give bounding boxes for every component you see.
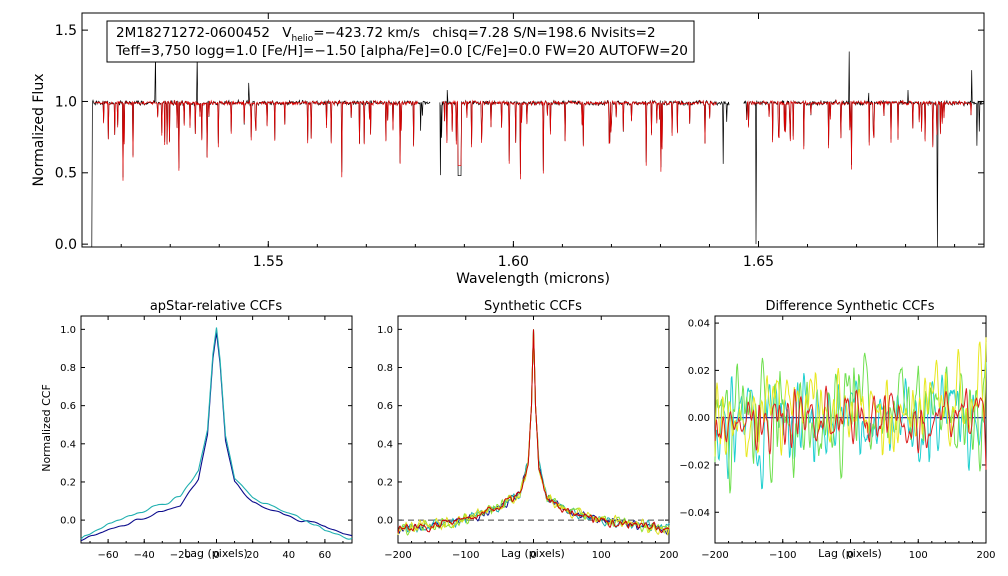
star-id: 2M18271272-0600452 [116, 25, 270, 41]
apstar-ccf-panel: −60 −40 −20 0 20 40 60 0.0 0.2 0.4 0.6 0.8 1.0 apSta… [40, 299, 353, 561]
ccf-line-2 [80, 327, 353, 540]
y-tick-label: 1.0 [60, 325, 76, 336]
x-tick-label: 60 [319, 550, 332, 561]
synthetic-ccf-xlabel: Lag (pixels) [501, 547, 565, 560]
y-tick-label: 1.0 [377, 325, 393, 336]
v-helio-subscript: helio [292, 34, 314, 44]
x-tick-label: 40 [282, 550, 295, 561]
apstar-ccf-title: apStar-relative CCFs [150, 299, 283, 314]
spectrum-plot-frame [81, 12, 985, 248]
y-tick-label: 0.2 [60, 477, 76, 488]
v-helio-label: V [282, 25, 292, 41]
x-tick-label: −100 [769, 550, 796, 561]
x-tick-label: −100 [452, 550, 479, 561]
x-tick-label: 0 [847, 550, 853, 561]
x-tick-label: −40 [134, 550, 155, 561]
y-tick-label: −0.02 [679, 460, 710, 471]
synthetic-ccf-line-5 [397, 329, 670, 534]
y-tick-label: 0.8 [377, 363, 393, 374]
x-tick-label: −60 [98, 550, 119, 561]
x-tick-label: 1.55 [253, 254, 284, 270]
apstar-ccf-xlabel: Lag (pixels) [184, 547, 248, 560]
x-tick-label: 200 [976, 550, 995, 561]
y-tick-label: 0.6 [377, 401, 393, 412]
spectrum-axes-ticks: 1.55 1.60 1.65 0.0 0.5 1.0 1.5 [55, 13, 984, 270]
x-tick-label: 1.65 [743, 254, 774, 270]
y-tick-label: 0.02 [688, 366, 710, 377]
y-tick-label: 0.0 [55, 237, 77, 253]
difference-ccf-series [714, 337, 987, 494]
y-tick-label: 0.4 [60, 439, 76, 450]
y-tick-label: 0.00 [688, 413, 710, 424]
y-tick-label: −0.04 [679, 508, 710, 519]
difference-ccf-line-4 [714, 385, 987, 470]
synthetic-spectrum-line [442, 99, 717, 180]
synthetic-ccf-panel: −200 −100 0 100 200 0.0 0.2 0.4 0.6 0.8 1.0 Synthe… [377, 299, 678, 561]
y-tick-label: 0.6 [60, 401, 76, 412]
difference-ccf-title: Difference Synthetic CCFs [765, 299, 934, 314]
y-tick-label: 0.8 [60, 363, 76, 374]
x-tick-label: 100 [909, 550, 928, 561]
x-tick-label: 20 [246, 550, 259, 561]
y-tick-label: 0.0 [60, 516, 76, 527]
synthetic-ccf-title: Synthetic CCFs [484, 299, 582, 314]
y-tick-label: 0.0 [377, 516, 393, 527]
difference-ccf-panel: −200 −100 0 100 200 −0.04 −0.02 0.00 0.02 0.04 Di… [679, 299, 995, 561]
difference-ccf-line-2 [714, 341, 987, 494]
synthetic-spectrum-line [94, 99, 419, 181]
synthetic-ccf-series [397, 329, 670, 536]
x-tick-label: 0 [530, 550, 536, 561]
spectrum-xlabel: Wavelength (microns) [456, 271, 610, 287]
y-tick-label: 0.4 [377, 439, 393, 450]
x-tick-label: −200 [384, 550, 411, 561]
annotation-line-2: Teff=3,750 logg=1.0 [Fe/H]=−1.50 [alpha/… [115, 43, 688, 59]
spectrum-ylabel: Normalized Flux [31, 74, 47, 187]
spectrum-series [91, 51, 985, 248]
apstar-ccf-series [80, 327, 353, 542]
x-tick-label: 200 [659, 550, 678, 561]
difference-ccf-xlabel: Lag (pixels) [818, 547, 882, 560]
y-tick-label: 1.5 [55, 23, 77, 39]
y-tick-label: 0.5 [55, 166, 77, 182]
annotation-line-1: 2M18271272-0600452 Vhelio=−423.72 km/s c… [116, 25, 656, 44]
y-tick-label: 1.0 [55, 94, 77, 110]
y-tick-label: 0.04 [688, 319, 710, 330]
x-tick-label: 100 [592, 550, 611, 561]
apstar-ccf-axes-ticks: −60 −40 −20 0 20 40 60 0.0 0.2 0.4 0.6 0.8 1.0 [60, 316, 352, 561]
synthetic-ccf-axes-ticks: −200 −100 0 100 200 0.0 0.2 0.4 0.6 0.8 1.0 [377, 316, 679, 561]
y-tick-label: 0.2 [377, 477, 393, 488]
x-tick-label: −20 [170, 550, 191, 561]
x-tick-label: 1.60 [498, 254, 529, 270]
v-helio-value: =−423.72 km/s [313, 25, 420, 41]
difference-ccf-axes-ticks: −200 −100 0 100 200 −0.04 −0.02 0.00 0.02 0.04 [679, 316, 996, 561]
x-tick-label: −200 [701, 550, 728, 561]
apstar-ccf-ylabel: Normalized CCF [40, 384, 53, 472]
fit-stats: chisq=7.28 S/N=198.6 Nvisits=2 [432, 25, 655, 41]
synthetic-spectrum-line [746, 99, 972, 170]
x-tick-label: 0 [213, 550, 219, 561]
spectrum-annotation-box [106, 20, 695, 63]
spectrum-panel: 1.55 1.60 1.65 0.0 0.5 1.0 1.5 Wavelength (mic… [31, 12, 985, 287]
